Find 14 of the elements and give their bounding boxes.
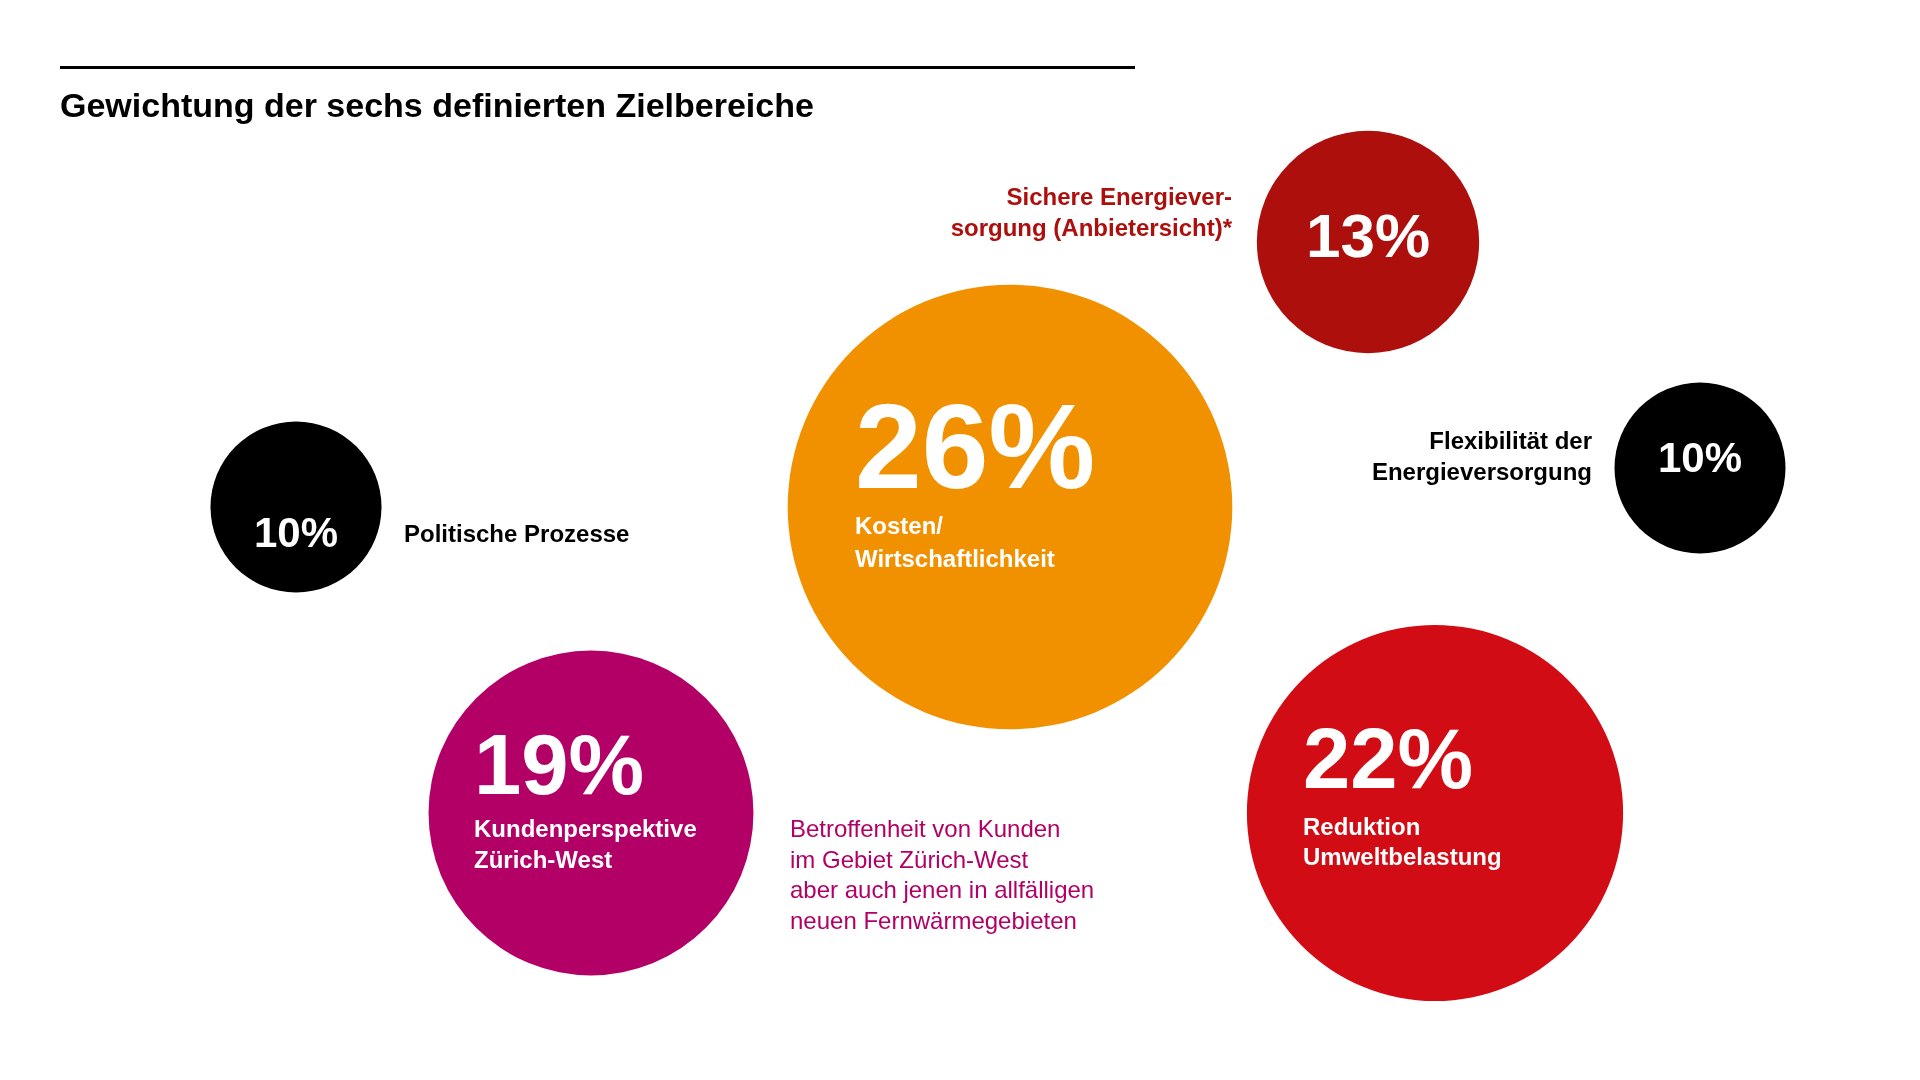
- text: Gewichtung der sechs definierten Zielbereiche: [60, 86, 814, 125]
- category-label: Flexibilität der Energieversorgung: [1371, 426, 1592, 485]
- data-label: 10%: [253, 508, 339, 556]
- category-label: Kundenperspektive Zürich-West: [474, 814, 697, 873]
- category-label: Reduktion Umweltbelastung: [1303, 812, 1502, 870]
- data-label: 10%: [1657, 433, 1743, 481]
- data-label: 22%: [1303, 711, 1474, 807]
- category-label: Politische Prozesse: [404, 519, 630, 547]
- data-label: 13%: [1305, 201, 1431, 271]
- text: Betroffenheit von Kunden im Gebiet Zürich-West aber auch jenen in allfälligen neuen Fernwärmegebieten: [790, 814, 1095, 934]
- data-label: 19%: [474, 717, 645, 813]
- data-label: 26%: [855, 379, 1096, 514]
- category-label: Sichere Energiever- sorgung (Anbietersicht)*: [950, 182, 1233, 241]
- category-label: Kosten/ Wirtschaftlichkeit: [855, 511, 1055, 572]
